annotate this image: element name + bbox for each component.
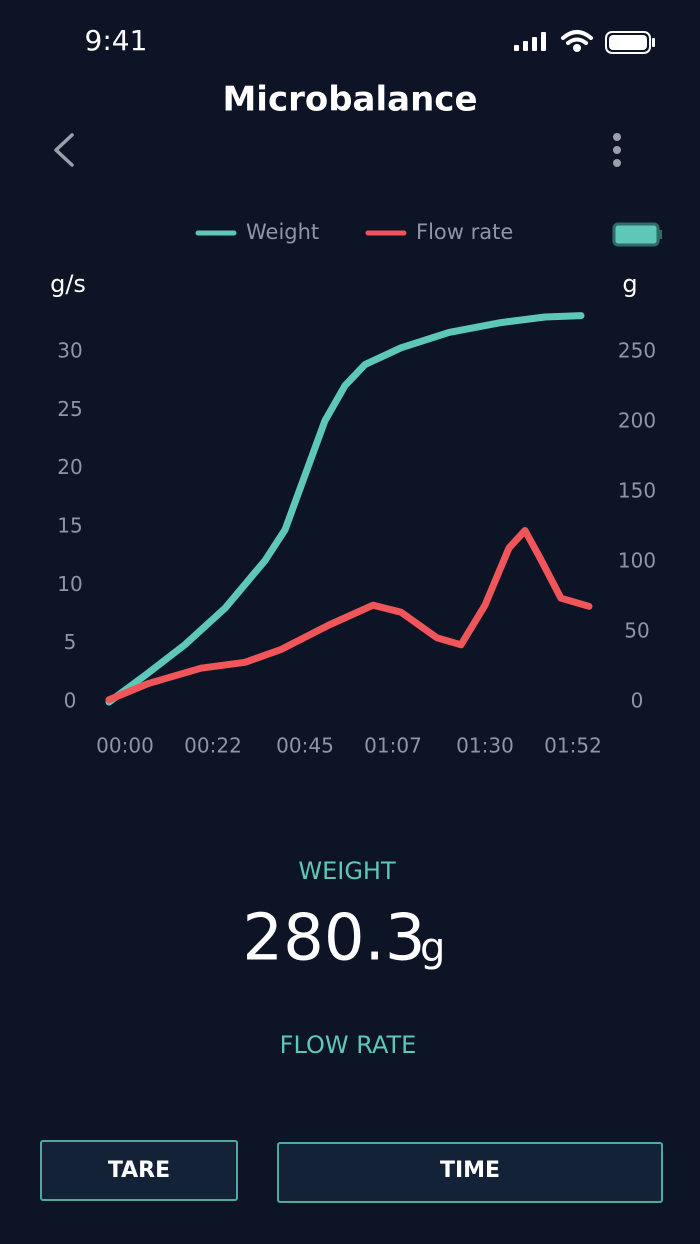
- weight-label: WEIGHT: [298, 857, 396, 885]
- y2-tick-label: 150: [618, 479, 656, 503]
- time-button-label[interactable]: TIME: [440, 1158, 500, 1183]
- y-tick-label: 5: [64, 630, 77, 654]
- series-line: [105, 527, 593, 704]
- series-line: [105, 312, 585, 706]
- y2-tick-label: 250: [618, 339, 656, 363]
- x-tick-label: 01:30: [456, 734, 514, 758]
- y-tick-label: 0: [64, 689, 77, 713]
- time-button[interactable]: [277, 1142, 663, 1203]
- wifi-icon: [561, 30, 593, 52]
- weight-unit: g: [420, 925, 445, 971]
- menu-button[interactable]: [613, 133, 621, 167]
- y2-tick-label: 100: [618, 549, 656, 573]
- tare-button-label[interactable]: TARE: [108, 1158, 170, 1183]
- legend-label: Weight: [246, 220, 319, 244]
- back-button[interactable]: [54, 133, 74, 167]
- signal-icon: [514, 32, 546, 51]
- chart: g/s g 0 5 10 15 20 25 30 0 50 100 150 200 250 00:00 00:2…: [50, 220, 656, 758]
- flow-rate-label: FLOW RATE: [280, 1031, 417, 1059]
- status-time: 9:41: [85, 24, 148, 57]
- weight-value: 280.3: [242, 902, 425, 976]
- y-tick-label: 20: [57, 455, 82, 479]
- y2-tick-label: 50: [624, 619, 649, 643]
- y-tick-label: 10: [57, 572, 82, 596]
- y-tick-label: 15: [57, 514, 82, 538]
- tare-button[interactable]: [40, 1140, 238, 1201]
- page-title: Microbalance: [222, 80, 477, 120]
- scale-battery-icon: [612, 222, 662, 247]
- x-tick-label: 01:52: [544, 734, 602, 758]
- y2-tick-label: 0: [631, 689, 644, 713]
- y2-tick-label: 200: [618, 409, 656, 433]
- y2-axis-label: g: [622, 270, 637, 298]
- battery-status-icon: [605, 31, 655, 54]
- y-tick-label: 25: [57, 397, 82, 421]
- x-tick-label: 00:00: [96, 734, 154, 758]
- x-tick-label: 01:07: [364, 734, 422, 758]
- legend-label: Flow rate: [416, 220, 513, 244]
- y-tick-label: 30: [57, 339, 82, 363]
- x-tick-label: 00:45: [276, 734, 334, 758]
- x-tick-label: 00:22: [184, 734, 242, 758]
- y-axis-label: g/s: [50, 270, 86, 298]
